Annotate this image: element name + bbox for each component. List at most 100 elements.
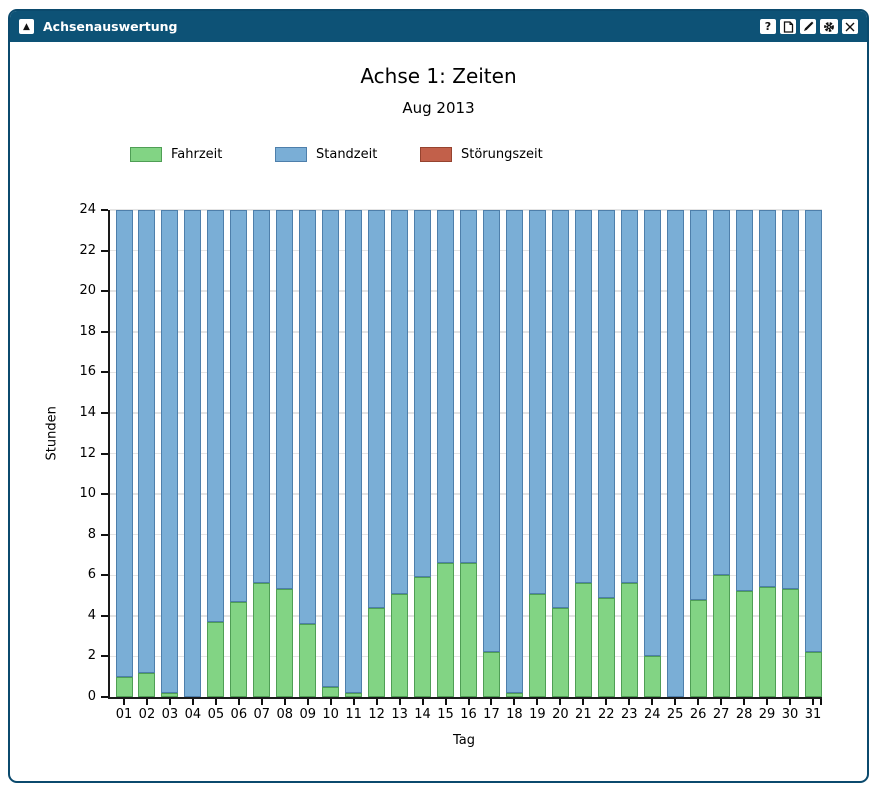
edit-button[interactable] <box>800 19 816 34</box>
x-tick <box>422 699 424 705</box>
y-tick-label: 4 <box>58 608 96 624</box>
x-tick-label: 30 <box>778 707 802 722</box>
x-tick <box>582 699 584 705</box>
plot-area: 0246810121416182022240102030405060708091… <box>108 210 822 699</box>
x-tick <box>192 699 194 705</box>
pencil-icon <box>803 21 814 32</box>
bar-fahrzeit-day-30 <box>782 589 799 697</box>
x-tick-label: 04 <box>181 707 205 722</box>
y-tick <box>101 250 108 252</box>
legend: Fahrzeit Standzeit Störungszeit <box>10 147 867 169</box>
chart-subtitle: Aug 2013 <box>10 99 867 117</box>
x-tick <box>123 699 125 705</box>
x-tick-label: 18 <box>502 707 526 722</box>
x-tick-label: 17 <box>479 707 503 722</box>
bar-fahrzeit-day-28 <box>736 591 753 697</box>
x-tick <box>536 699 538 705</box>
bar-standzeit-day-01 <box>116 210 133 677</box>
y-tick-label: 12 <box>58 446 96 462</box>
x-tick-label: 07 <box>250 707 274 722</box>
collapse-button[interactable]: ▲ <box>19 19 34 34</box>
legend-item-fahrzeit: Fahrzeit <box>130 147 222 162</box>
x-tick-label: 01 <box>112 707 136 722</box>
bar-fahrzeit-day-18 <box>506 693 523 697</box>
x-tick-label: 23 <box>617 707 641 722</box>
y-tick <box>101 371 108 373</box>
bar-standzeit-day-19 <box>529 210 546 594</box>
x-tick <box>215 699 217 705</box>
bar-standzeit-day-06 <box>230 210 247 602</box>
bar-standzeit-day-18 <box>506 210 523 693</box>
x-tick <box>169 699 171 705</box>
bar-fahrzeit-day-03 <box>161 693 178 697</box>
report-button[interactable] <box>780 19 796 34</box>
bar-fahrzeit-day-06 <box>230 602 247 697</box>
x-tick-label: 10 <box>319 707 343 722</box>
y-tick <box>101 331 108 333</box>
bar-standzeit-day-27 <box>713 210 730 575</box>
y-tick-label: 18 <box>58 324 96 340</box>
bar-standzeit-day-10 <box>322 210 339 687</box>
bar-standzeit-day-28 <box>736 210 753 591</box>
bar-fahrzeit-day-14 <box>414 577 431 697</box>
settings-button[interactable] <box>820 19 838 34</box>
x-tick-label: 24 <box>640 707 664 722</box>
bar-fahrzeit-day-13 <box>391 594 408 697</box>
y-tick <box>101 209 108 211</box>
window: ▲ Achsenauswertung ? <box>8 9 869 783</box>
bar-fahrzeit-day-08 <box>276 589 293 697</box>
triangle-up-icon: ▲ <box>23 22 30 32</box>
bar-standzeit-day-16 <box>460 210 477 563</box>
x-tick-label: 03 <box>158 707 182 722</box>
x-tick <box>468 699 470 705</box>
bar-fahrzeit-day-02 <box>138 673 155 697</box>
x-tick-label: 12 <box>365 707 389 722</box>
x-tick <box>353 699 355 705</box>
bar-standzeit-day-09 <box>299 210 316 624</box>
window-title: Achsenauswertung <box>43 19 760 34</box>
y-tick-label: 22 <box>58 243 96 259</box>
x-tick <box>743 699 745 705</box>
x-tick <box>720 699 722 705</box>
legend-item-stoerungszeit: Störungszeit <box>420 147 543 162</box>
y-tick <box>101 574 108 576</box>
bar-standzeit-day-14 <box>414 210 431 577</box>
bar-standzeit-day-11 <box>345 210 362 693</box>
stoerungszeit-swatch-icon <box>420 147 452 162</box>
x-tick-label: 27 <box>709 707 733 722</box>
x-tick <box>513 699 515 705</box>
x-axis-title: Tag <box>108 733 820 748</box>
gear-icon <box>823 21 835 33</box>
bar-standzeit-day-04 <box>184 210 201 697</box>
y-tick-label: 8 <box>58 527 96 543</box>
y-tick <box>101 696 108 698</box>
bar-fahrzeit-day-01 <box>116 677 133 697</box>
bar-standzeit-day-02 <box>138 210 155 673</box>
x-tick <box>146 699 148 705</box>
bar-fahrzeit-day-31 <box>805 652 822 697</box>
y-tick-label: 16 <box>58 364 96 380</box>
bar-fahrzeit-day-29 <box>759 587 776 697</box>
x-tick <box>674 699 676 705</box>
y-tick <box>101 412 108 414</box>
help-button[interactable]: ? <box>760 19 776 34</box>
x-tick-label: 22 <box>594 707 618 722</box>
x-tick-label: 14 <box>411 707 435 722</box>
x-tick <box>628 699 630 705</box>
x-tick-label: 25 <box>663 707 687 722</box>
bar-fahrzeit-day-15 <box>437 563 454 697</box>
bar-standzeit-day-07 <box>253 210 270 583</box>
x-tick <box>559 699 561 705</box>
x-tick-label: 11 <box>342 707 366 722</box>
bar-standzeit-day-17 <box>483 210 500 652</box>
bar-fahrzeit-day-17 <box>483 652 500 697</box>
y-tick <box>101 290 108 292</box>
legend-label: Störungszeit <box>461 147 543 162</box>
bar-fahrzeit-day-16 <box>460 563 477 697</box>
close-button[interactable] <box>842 19 858 34</box>
x-tick <box>307 699 309 705</box>
x-tick <box>651 699 653 705</box>
x-tick-label: 09 <box>296 707 320 722</box>
bar-standzeit-day-24 <box>644 210 661 656</box>
legend-label: Standzeit <box>316 147 377 162</box>
